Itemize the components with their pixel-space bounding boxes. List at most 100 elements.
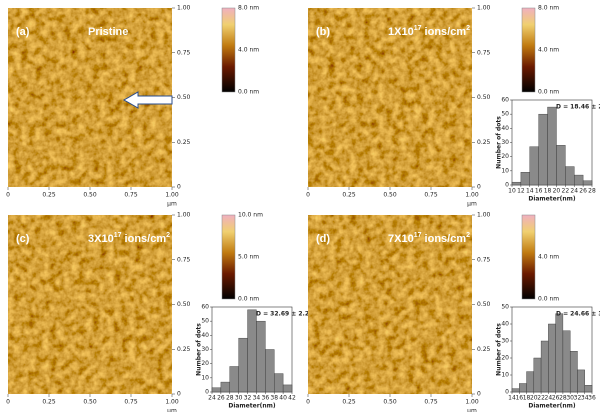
right-tick-label: 1.00 — [177, 212, 191, 219]
hist-bar — [582, 180, 593, 186]
x-tick-label: 28 — [559, 395, 567, 402]
hist-bar — [562, 330, 571, 393]
x-axis-label: Diameter(nm) — [228, 403, 276, 410]
x-tick-label: 26 — [579, 188, 587, 195]
hist-bar — [520, 172, 530, 186]
right-tick-label: 1.00 — [477, 5, 491, 12]
x-tick-label: 28 — [226, 395, 234, 402]
y-tick-label: 0 — [505, 182, 509, 189]
right-tick-label: 0.25 — [177, 346, 191, 353]
y-tick-label: 0 — [205, 389, 209, 396]
x-tick-label: 16 — [535, 188, 543, 195]
x-tick-label: 18 — [523, 395, 531, 402]
y-tick-label: 40 — [201, 332, 209, 339]
title-part: 17 — [414, 25, 422, 32]
right-tick-label: 0.50 — [177, 301, 191, 308]
title-part: 2 — [466, 25, 470, 32]
hist-bar — [540, 340, 549, 393]
colorbar — [221, 7, 236, 93]
arrow — [122, 91, 173, 109]
afm-texture — [8, 215, 172, 394]
title-part: 17 — [114, 232, 122, 239]
hist-bar — [265, 349, 275, 393]
panel-title: Pristine — [88, 26, 128, 38]
colorbar-label: 0.0 nm — [238, 89, 259, 96]
x-tick-label: 22 — [562, 188, 570, 195]
y-tick-label: 20 — [201, 360, 209, 367]
y-tick-label: 10 — [501, 372, 509, 379]
x-tick-label: 10 — [508, 188, 516, 195]
title-part: 1X10 — [388, 26, 414, 38]
x-axis-label: Diameter(nm) — [528, 403, 576, 410]
hist-bar — [238, 337, 248, 393]
right-tick-label: 0 — [477, 184, 481, 191]
hist-bar — [511, 181, 522, 186]
right-tick-label: 0 — [477, 391, 481, 398]
right-tick-label: 0.25 — [477, 346, 491, 353]
right-tick-label: 0.25 — [177, 139, 191, 146]
x-tick-label: 36 — [588, 395, 596, 402]
right-tick-label: 0.50 — [477, 94, 491, 101]
x-tick-label: 20 — [530, 395, 538, 402]
unit-label: µm — [467, 201, 477, 208]
y-tick-label: 10 — [501, 167, 509, 174]
x-tick-label: 24 — [570, 188, 578, 195]
title-part: ions/cm — [422, 233, 467, 245]
panel-label: (a) — [16, 26, 30, 38]
hist-bar — [274, 373, 284, 393]
bottom-tick-label: 1.00 — [465, 192, 479, 199]
afm-texture — [308, 8, 472, 187]
bottom-tick-label: 0.50 — [383, 399, 397, 406]
panel-label: (c) — [16, 233, 30, 245]
title-part: Pristine — [88, 26, 128, 38]
hist-bar — [574, 174, 584, 186]
y-tick-label: 40 — [501, 321, 509, 328]
panel-label: (b) — [316, 26, 330, 38]
colorbar-label: 0.0 nm — [238, 296, 259, 303]
colorbar-label: 0.0 nm — [538, 89, 559, 96]
hist-bar — [229, 366, 239, 393]
y-tick-label: 10 — [201, 374, 209, 381]
x-tick-label: 32 — [244, 395, 252, 402]
hist-bar — [555, 313, 564, 393]
hist-bar — [519, 383, 527, 393]
y-tick-label: 30 — [201, 346, 209, 353]
y-axis-label: Number of dots — [496, 116, 503, 169]
hist-bar — [529, 146, 539, 186]
right-tick-label: 0.75 — [177, 256, 191, 263]
hist-bar — [526, 371, 535, 393]
right-tick-label: 0.75 — [477, 49, 491, 56]
panel-title: 1X1017 ions/cm2 — [388, 25, 470, 38]
colorbar-label: 8.0 nm — [238, 5, 259, 12]
bottom-tick-label: 0 — [306, 192, 310, 199]
right-tick-label: 0.25 — [477, 139, 491, 146]
x-tick-label: 32 — [574, 395, 582, 402]
x-tick-label: 18 — [544, 188, 552, 195]
bottom-tick-label: 0.50 — [83, 192, 97, 199]
y-tick-label: 50 — [201, 318, 209, 325]
hist-bar — [547, 106, 557, 186]
x-axis-label: Diameter(nm) — [528, 196, 576, 203]
panel-title: 3X1017 ions/cm2 — [88, 232, 170, 245]
title-part: 7X10 — [388, 233, 414, 245]
x-tick-label: 24 — [545, 395, 553, 402]
x-tick-label: 14 — [508, 395, 516, 402]
bottom-tick-label: 0 — [306, 399, 310, 406]
y-tick-label: 60 — [201, 304, 209, 311]
colorbar-label: 8.0 nm — [538, 5, 559, 12]
x-tick-label: 20 — [553, 188, 561, 195]
panel-label: (d) — [316, 233, 330, 245]
hist-bar — [548, 323, 556, 393]
x-tick-label: 40 — [279, 395, 287, 402]
hist-bar — [533, 357, 542, 393]
colorbar-label: 5.0 nm — [238, 254, 259, 261]
x-tick-label: 26 — [552, 395, 560, 402]
x-tick-label: 34 — [581, 395, 589, 402]
hist-bar — [247, 309, 257, 393]
hist-bar — [565, 166, 575, 186]
hist-bar — [511, 388, 520, 393]
hist-bar — [538, 113, 548, 186]
right-tick-label: 1.00 — [177, 5, 191, 12]
hist-bar — [584, 385, 593, 393]
